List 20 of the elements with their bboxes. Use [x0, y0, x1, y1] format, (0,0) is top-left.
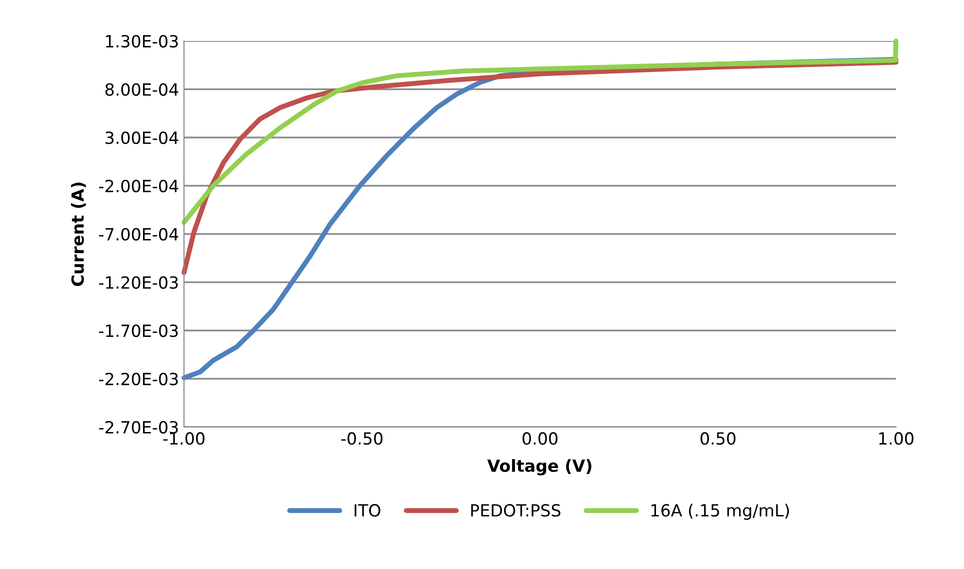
- y-tick-label: -1.20E-03: [99, 276, 178, 289]
- y-tick-label: -2.00E-04: [99, 180, 178, 192]
- y-tick-label: -2.20E-03: [99, 372, 178, 386]
- line-series: [182, 38, 898, 225]
- x-axis-title: Voltage (V): [487, 459, 592, 476]
- y-tick-label: -7.00E-04: [99, 228, 178, 241]
- x-tick-label: 0.50: [700, 432, 736, 445]
- x-tick-label: 0.00: [522, 432, 558, 445]
- x-tick-label: 1.00: [879, 432, 914, 445]
- y-tick-label: 3.00E-04: [106, 131, 178, 144]
- legend-label: ITO: [354, 504, 380, 517]
- x-tick-label: -0.50: [341, 432, 382, 445]
- legend-label: 16A (.15 mg/mL): [651, 504, 789, 520]
- x-tick-label: -1.00: [163, 432, 204, 445]
- y-axis-title: Current (A): [71, 182, 86, 286]
- y-tick-label: 8.00E-04: [105, 83, 178, 96]
- legend-label: PEDOT:PSS: [471, 504, 560, 517]
- y-tick-label: 1.30E-03: [106, 34, 178, 48]
- y-tick-label: -1.70E-03: [99, 324, 178, 338]
- y-tick-label: -2.70E-03: [99, 420, 178, 434]
